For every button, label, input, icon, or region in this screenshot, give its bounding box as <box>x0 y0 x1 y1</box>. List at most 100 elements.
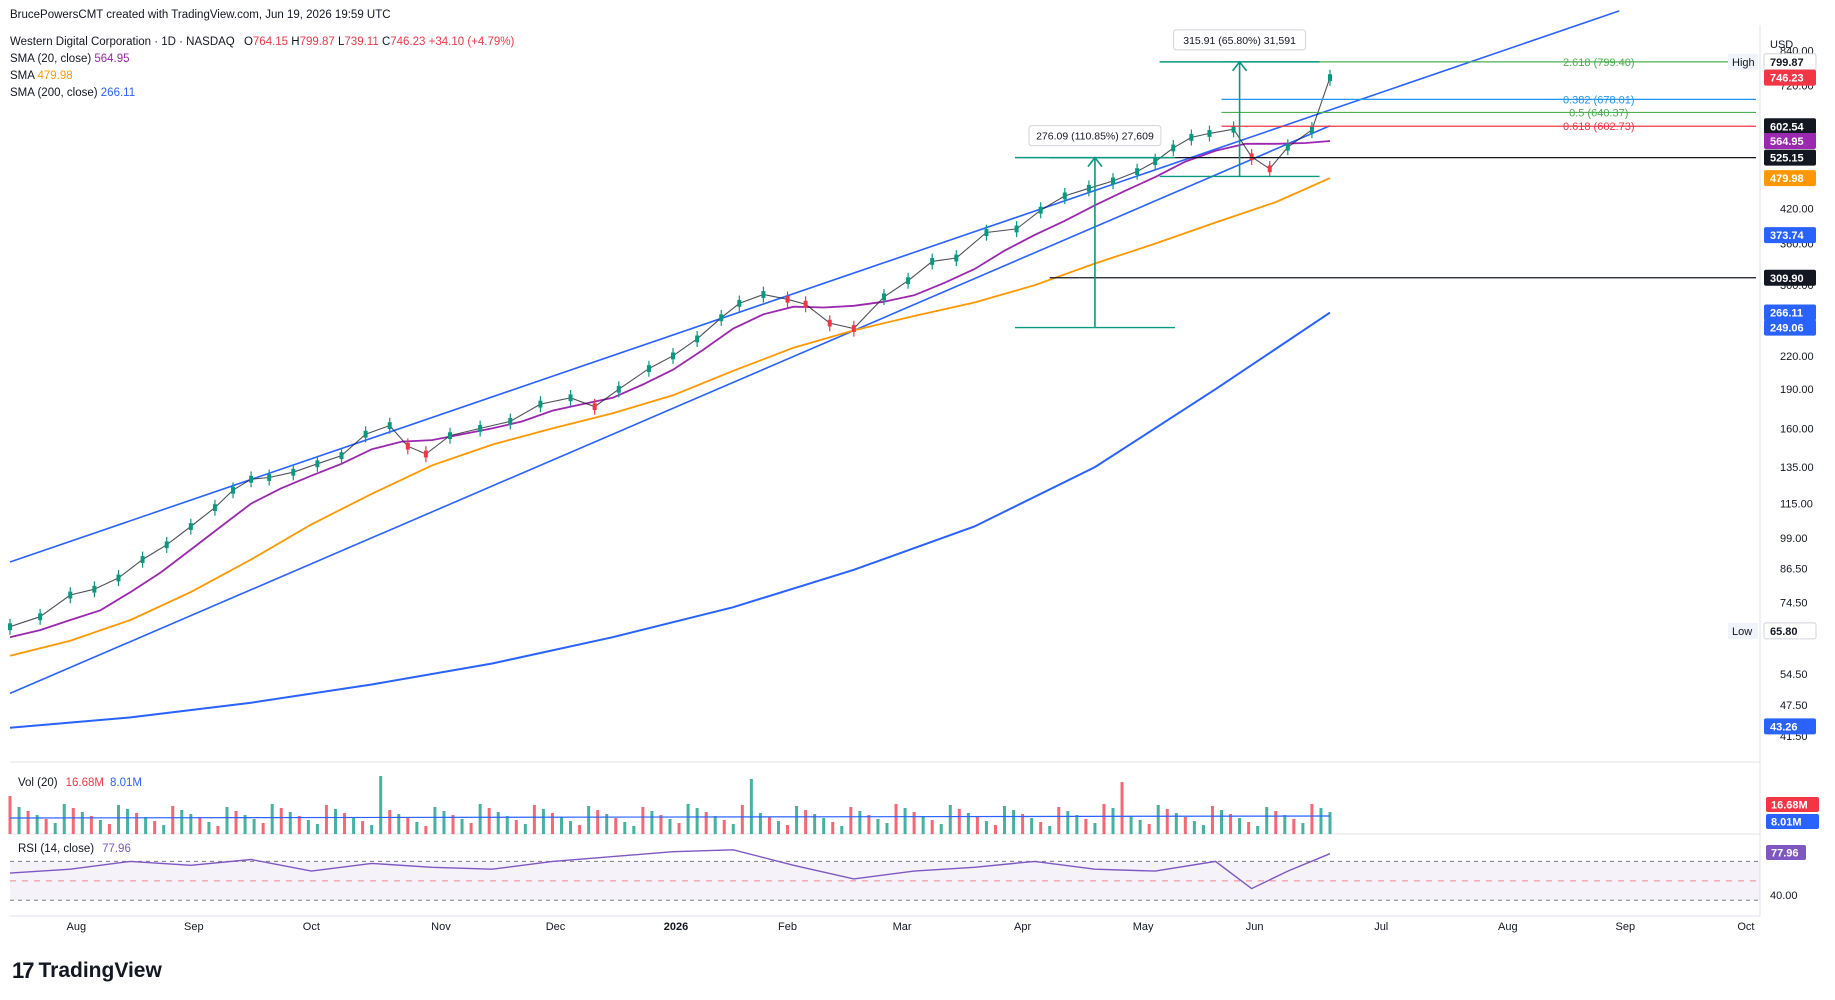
volume-bar <box>550 813 554 834</box>
price-label: 43.26 <box>1770 721 1798 733</box>
volume-bar <box>1039 822 1043 834</box>
price-candle-body <box>930 258 935 265</box>
volume-bar <box>243 815 247 834</box>
sma200-line <box>9 311 1331 729</box>
volume-bar <box>126 809 130 834</box>
measure-tools[interactable]: 276.09 (110.85%) 27,609 315.91 (65.80%) 3… <box>1014 29 1320 329</box>
time-axis-tick: Jul <box>1374 921 1388 933</box>
price-candle-body <box>881 293 886 301</box>
price-candle-body <box>1189 133 1194 141</box>
time-axis-tick: Jun <box>1246 921 1264 933</box>
volume-bar <box>71 808 75 834</box>
volume-bar <box>1093 823 1097 834</box>
price-candle-body <box>906 277 911 285</box>
price-label: 249.06 <box>1770 323 1804 335</box>
price-candle-body <box>1062 192 1067 200</box>
price-candle-body <box>1249 153 1254 161</box>
price-label: 602.54 <box>1770 121 1805 133</box>
volume-pane <box>8 776 1332 834</box>
price-candle-body <box>671 352 676 360</box>
volume-bar <box>361 821 365 834</box>
fib-levels[interactable]: 2.618 (799.40) 0.382 (678.01)0.5 (640.37)… <box>1221 57 1756 133</box>
sma200-legend[interactable]: SMA (200, close) 266.11 <box>10 87 136 99</box>
price-candle-body <box>1135 168 1140 175</box>
volume-bar <box>406 818 410 834</box>
volume-bar <box>894 804 898 834</box>
tv-brand-text: TradingView <box>38 959 162 982</box>
price-label-box <box>1764 149 1816 166</box>
extreme-label: Low <box>1732 626 1752 638</box>
sma50-legend[interactable]: SMA 479.98 <box>10 70 73 82</box>
sma20-legend[interactable]: SMA (20, close) 564.95 <box>10 53 130 65</box>
volume-bar <box>605 814 609 834</box>
volume-bar <box>1310 804 1314 834</box>
volume-bar <box>324 805 328 834</box>
volume-bar <box>343 813 347 834</box>
volume-bar <box>424 826 428 834</box>
price-candle-body <box>803 300 808 308</box>
volume-tag-2: 8.01M <box>1771 817 1802 829</box>
price-axis-tick: 99.00 <box>1780 533 1808 545</box>
time-axis-tick: Sep <box>1616 921 1636 933</box>
price-label-box <box>1764 304 1816 321</box>
time-axis-tick: 2026 <box>664 921 688 933</box>
ohlc-values: O764.15 H799.87 L739.11 C746.23 +34.10 (… <box>243 36 515 48</box>
volume-bar <box>433 807 437 834</box>
price-label: 266.11 <box>1770 307 1803 319</box>
time-axis-tick: Dec <box>546 921 566 933</box>
price-candle-body <box>592 403 597 411</box>
volume-bar <box>532 805 536 834</box>
volume-bar <box>460 819 464 834</box>
price-axis[interactable]: 840.00720.00600.00520.00420.00360.00300.… <box>1728 46 1817 743</box>
volume-bar <box>80 812 84 834</box>
time-axis-tick: Mar <box>893 921 912 933</box>
price-candle-body <box>339 452 344 460</box>
price-axis-tick: 420.00 <box>1780 204 1814 216</box>
volume-bar <box>514 820 518 834</box>
volume-bar <box>704 812 708 834</box>
volume-bar <box>686 804 690 834</box>
time-axis-tick: Sep <box>184 921 204 933</box>
price-candle-body <box>1328 74 1332 82</box>
price-axis-tick: 160.00 <box>1780 423 1814 435</box>
volume-bar <box>659 815 663 834</box>
volume-bar <box>885 823 889 834</box>
price-candle-body <box>188 523 193 530</box>
volume-bar <box>1328 812 1332 834</box>
time-axis[interactable]: Aug Sep Oct Nov Dec 2026 Feb Mar Apr May Jun Jul Aug… <box>67 921 1755 933</box>
volume-bar <box>786 825 790 834</box>
volume-bar <box>1003 806 1007 834</box>
price-label: 309.90 <box>1770 273 1804 285</box>
price-candle-body <box>568 394 573 402</box>
volume-bar <box>180 810 184 834</box>
price-candle-body <box>249 475 254 483</box>
symbol-name[interactable]: Western Digital Corporation · 1D · NASDA… <box>10 36 235 48</box>
time-axis-tick: May <box>1133 921 1154 933</box>
fib-level-label: 0.618 (602.73) <box>1563 121 1635 133</box>
volume-bar <box>677 823 681 834</box>
price-label-box <box>1764 69 1816 86</box>
rsi-band <box>10 861 1760 901</box>
volume-bar <box>144 817 148 834</box>
sma50-line <box>9 177 1331 657</box>
tv-logo-icon: 17 <box>12 958 35 983</box>
volume-bar <box>903 808 907 834</box>
volume-bar <box>496 812 500 834</box>
time-axis-tick: Aug <box>67 921 87 933</box>
tradingview-logo[interactable]: 17 TradingView <box>12 958 162 984</box>
price-candle-body <box>315 460 320 468</box>
price-candle-body <box>1231 125 1236 133</box>
volume-bar <box>270 804 274 834</box>
rsi-value-tags: 77.96 40.00 <box>1766 845 1806 902</box>
horizontal-levels[interactable] <box>1049 157 1756 279</box>
price-axis-tick: 47.50 <box>1780 700 1808 712</box>
price-candle-body <box>1086 184 1091 192</box>
symbol-legend[interactable]: Western Digital Corporation · 1D · NASDA… <box>10 35 514 49</box>
volume-bar <box>379 776 383 834</box>
volume-bar <box>1012 810 1016 834</box>
volume-bar <box>596 810 600 834</box>
volume-bar <box>397 814 401 834</box>
price-candle-body <box>164 541 169 549</box>
price-candle-body <box>448 432 452 440</box>
